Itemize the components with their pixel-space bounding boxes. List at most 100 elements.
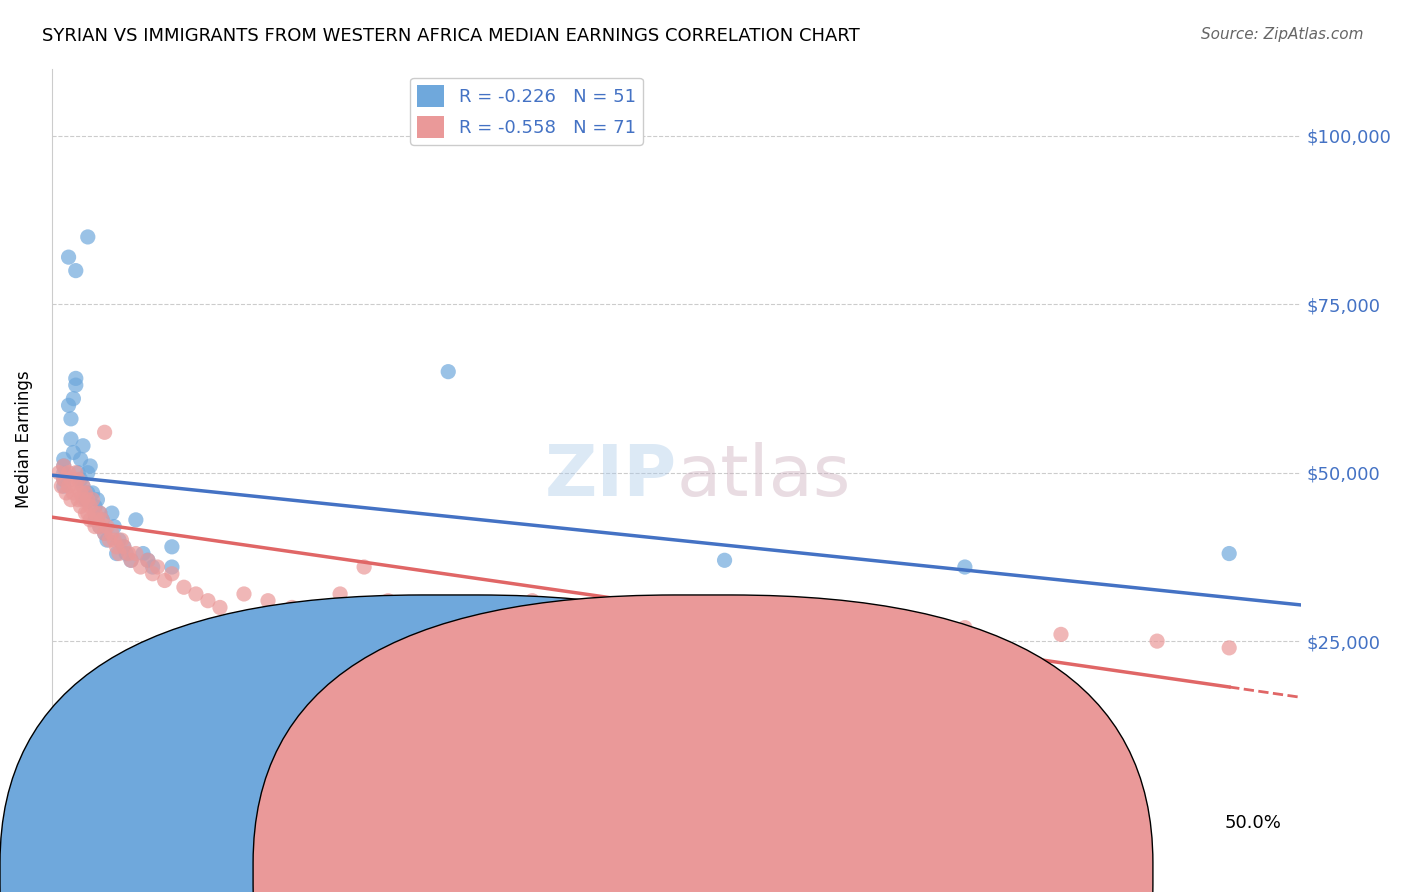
Point bbox=[84, 506, 107, 520]
Point bbox=[59, 492, 82, 507]
Point bbox=[425, 600, 447, 615]
Point bbox=[437, 365, 460, 379]
Point bbox=[125, 513, 148, 527]
Point bbox=[59, 472, 82, 486]
Point bbox=[79, 513, 101, 527]
Point bbox=[59, 432, 82, 446]
Point bbox=[79, 458, 101, 473]
Point bbox=[233, 587, 256, 601]
Point bbox=[69, 500, 91, 514]
Point bbox=[160, 540, 183, 554]
Point bbox=[52, 472, 75, 486]
Point bbox=[69, 452, 91, 467]
Point bbox=[173, 580, 195, 594]
Point bbox=[93, 425, 115, 440]
Point bbox=[713, 553, 735, 567]
Point bbox=[120, 553, 142, 567]
Point bbox=[245, 701, 267, 715]
Point bbox=[55, 486, 77, 500]
Text: Source: ZipAtlas.com: Source: ZipAtlas.com bbox=[1201, 27, 1364, 42]
Point bbox=[58, 479, 80, 493]
Text: SYRIAN VS IMMIGRANTS FROM WESTERN AFRICA MEDIAN EARNINGS CORRELATION CHART: SYRIAN VS IMMIGRANTS FROM WESTERN AFRICA… bbox=[42, 27, 860, 45]
Point bbox=[67, 472, 90, 486]
Point bbox=[329, 587, 352, 601]
Point bbox=[52, 458, 75, 473]
Point bbox=[593, 600, 616, 615]
Y-axis label: Median Earnings: Median Earnings bbox=[15, 370, 32, 508]
Point bbox=[76, 230, 98, 244]
Point bbox=[48, 466, 70, 480]
Point bbox=[96, 533, 118, 547]
Point bbox=[98, 533, 121, 547]
Point bbox=[160, 560, 183, 574]
Point bbox=[89, 519, 111, 533]
Point bbox=[86, 492, 108, 507]
Point bbox=[665, 607, 688, 622]
Point bbox=[72, 479, 94, 493]
Point bbox=[91, 513, 114, 527]
Point bbox=[257, 593, 280, 607]
Point bbox=[281, 600, 304, 615]
Point bbox=[62, 445, 84, 459]
Text: Immigrants from Western Africa: Immigrants from Western Africa bbox=[683, 856, 948, 874]
Point bbox=[69, 486, 91, 500]
Point bbox=[76, 466, 98, 480]
Point bbox=[89, 519, 111, 533]
Text: atlas: atlas bbox=[676, 442, 851, 510]
Point bbox=[108, 533, 131, 547]
Point bbox=[58, 398, 80, 412]
Point bbox=[132, 547, 155, 561]
Point bbox=[72, 439, 94, 453]
Point bbox=[67, 492, 90, 507]
Point bbox=[1146, 634, 1168, 648]
Point bbox=[208, 600, 231, 615]
Point bbox=[136, 553, 159, 567]
Point bbox=[93, 526, 115, 541]
Point bbox=[1218, 547, 1240, 561]
Point bbox=[89, 506, 111, 520]
Point bbox=[76, 492, 98, 507]
Point bbox=[101, 506, 124, 520]
Point bbox=[112, 540, 135, 554]
Point bbox=[79, 500, 101, 514]
Point bbox=[105, 540, 128, 554]
Point bbox=[72, 492, 94, 507]
Point bbox=[52, 472, 75, 486]
Point bbox=[953, 621, 976, 635]
Point bbox=[160, 566, 183, 581]
Point bbox=[142, 560, 165, 574]
Point bbox=[762, 614, 785, 628]
Point bbox=[69, 472, 91, 486]
Point bbox=[91, 513, 114, 527]
Point bbox=[136, 553, 159, 567]
Point bbox=[75, 492, 97, 507]
Point bbox=[52, 452, 75, 467]
Text: ZIP: ZIP bbox=[544, 442, 676, 510]
Point bbox=[52, 466, 75, 480]
Point bbox=[84, 513, 107, 527]
Point bbox=[105, 547, 128, 561]
Point bbox=[65, 263, 87, 277]
Point bbox=[377, 593, 399, 607]
Point bbox=[129, 560, 152, 574]
Point bbox=[103, 519, 125, 533]
Point bbox=[522, 593, 544, 607]
Point bbox=[101, 526, 124, 541]
Point bbox=[1218, 640, 1240, 655]
Point bbox=[62, 486, 84, 500]
Point bbox=[146, 560, 169, 574]
Point bbox=[89, 506, 111, 520]
Point bbox=[65, 378, 87, 392]
Point bbox=[62, 392, 84, 406]
Point bbox=[953, 560, 976, 574]
Point bbox=[65, 479, 87, 493]
Point bbox=[58, 466, 80, 480]
Point bbox=[82, 492, 104, 507]
Point bbox=[112, 540, 135, 554]
Point bbox=[59, 412, 82, 426]
Point bbox=[84, 519, 107, 533]
Point bbox=[75, 486, 97, 500]
Point bbox=[72, 479, 94, 493]
Point bbox=[52, 458, 75, 473]
Point bbox=[84, 500, 107, 514]
